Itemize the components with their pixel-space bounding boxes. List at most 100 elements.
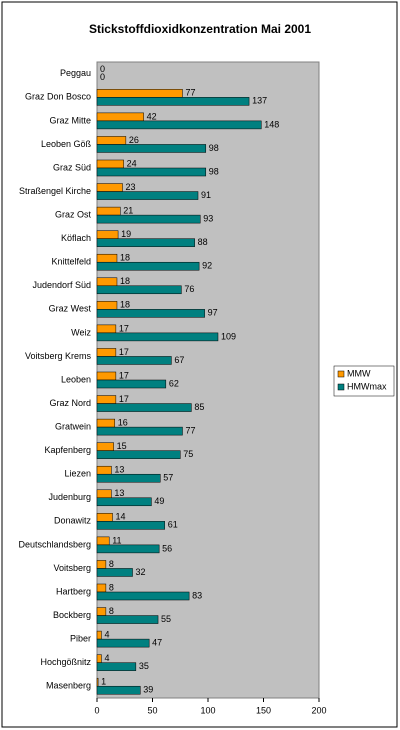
legend-label: MMW	[347, 368, 371, 378]
value-label: 49	[154, 496, 164, 506]
bar	[96, 654, 102, 663]
x-tick-label: 150	[256, 705, 271, 715]
value-label: 21	[123, 205, 133, 215]
bar	[96, 89, 183, 98]
bar	[96, 638, 150, 648]
bar	[96, 568, 133, 577]
y-tick-label: Gratwein	[55, 421, 91, 431]
value-label: 98	[209, 166, 219, 176]
bar	[96, 324, 117, 334]
value-label: 4	[104, 653, 109, 663]
value-label: 23	[126, 182, 136, 192]
value-label: 77	[185, 425, 195, 435]
value-label: 19	[121, 229, 131, 239]
y-tick-label: Voitsberg Krems	[25, 351, 92, 361]
bar	[96, 332, 219, 342]
value-label: 61	[168, 520, 178, 530]
bar	[96, 97, 250, 106]
value-label: 17	[119, 347, 129, 357]
bar	[96, 677, 99, 687]
value-label: 15	[117, 441, 127, 451]
bar	[96, 473, 161, 483]
value-label: 83	[192, 590, 202, 600]
value-label: 67	[174, 355, 184, 365]
bar	[96, 261, 200, 271]
value-label: 42	[147, 111, 157, 121]
y-tick-label: Deutschlandsberg	[18, 539, 91, 549]
bar	[96, 167, 207, 177]
bar	[96, 136, 127, 145]
value-label: 56	[162, 543, 172, 553]
value-label: 91	[201, 190, 211, 200]
bar	[96, 403, 192, 412]
value-label: 97	[208, 308, 218, 318]
bar	[96, 615, 159, 624]
bar	[96, 120, 262, 130]
bar	[96, 356, 172, 365]
value-label: 8	[109, 582, 114, 592]
value-label: 4	[104, 629, 109, 639]
y-tick-label: Peggau	[60, 68, 91, 78]
x-tick-label: 0	[94, 705, 99, 715]
bar	[96, 583, 107, 593]
x-tick-label: 50	[147, 705, 157, 715]
bar	[96, 183, 123, 192]
bar	[96, 418, 116, 428]
value-label: 62	[169, 378, 179, 388]
bar	[96, 630, 102, 640]
bar	[96, 536, 110, 546]
chart-title: Stickstoffdioxidkonzentration Mai 2001	[89, 22, 311, 36]
value-label: 11	[112, 535, 121, 545]
y-tick-label: Leoben	[61, 374, 91, 384]
value-label: 17	[119, 394, 129, 404]
y-tick-label: Donawitz	[54, 516, 92, 526]
bar	[96, 521, 165, 530]
value-label: 93	[203, 213, 213, 223]
value-label: 77	[185, 88, 195, 98]
bar	[96, 662, 137, 671]
value-label: 13	[114, 465, 124, 475]
value-label: 76	[184, 284, 194, 294]
value-label: 16	[118, 417, 128, 427]
value-label: 13	[114, 488, 124, 498]
value-label: 39	[143, 685, 153, 695]
y-tick-label: Knittelfeld	[51, 257, 91, 267]
value-label: 148	[264, 119, 279, 129]
y-tick-label: Hartberg	[56, 586, 91, 596]
y-tick-label: Graz West	[49, 304, 92, 314]
bar	[96, 301, 118, 310]
bar	[96, 238, 195, 247]
y-tick-label: Kapfenberg	[44, 445, 91, 455]
y-tick-label: Judenburg	[48, 492, 91, 502]
value-label: 32	[136, 567, 146, 577]
bar	[96, 253, 118, 263]
value-label: 0	[100, 72, 105, 82]
value-label: 18	[120, 253, 130, 263]
value-label: 17	[119, 370, 129, 380]
value-label: 55	[161, 614, 171, 624]
bar	[96, 395, 117, 404]
y-tick-label: Straßengel Kirche	[19, 186, 91, 196]
y-tick-label: Köflach	[61, 233, 91, 243]
bar	[96, 513, 113, 522]
value-label: 92	[202, 261, 212, 271]
value-label: 75	[183, 449, 193, 459]
value-label: 47	[152, 637, 162, 647]
value-label: 8	[109, 559, 114, 569]
y-tick-label: Graz Mitte	[49, 115, 91, 125]
legend-box	[333, 365, 395, 397]
bar	[96, 379, 167, 389]
y-tick-label: Graz Ost	[55, 209, 92, 219]
bar	[96, 191, 199, 200]
bar	[96, 442, 114, 451]
bar	[96, 450, 181, 459]
bar	[96, 591, 190, 601]
value-label: 18	[120, 300, 130, 310]
y-tick-label: Bockberg	[53, 610, 91, 620]
y-tick-label: Hochgößnitz	[40, 657, 91, 667]
y-tick-label: Masenberg	[46, 681, 91, 691]
value-label: 17	[119, 323, 129, 333]
value-label: 1	[101, 677, 106, 687]
bar	[96, 144, 207, 153]
